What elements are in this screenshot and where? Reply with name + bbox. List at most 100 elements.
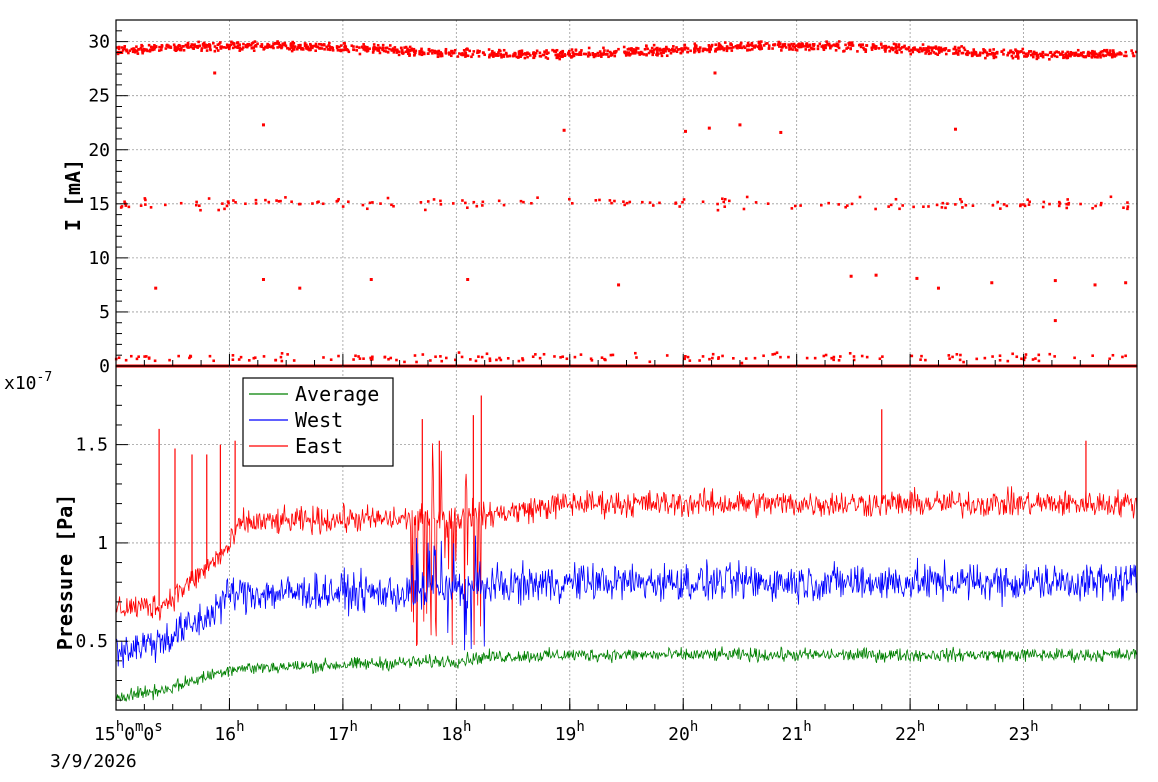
current-point xyxy=(839,355,842,358)
current-point xyxy=(662,50,665,54)
current-point xyxy=(238,49,242,52)
current-point xyxy=(858,195,862,199)
current-point xyxy=(382,49,386,53)
current-point xyxy=(449,54,453,58)
current-point xyxy=(1095,52,1098,56)
current-point xyxy=(952,47,956,51)
bottom-panel-axes: 0.5 1 1.5 xyxy=(75,365,1138,711)
legend: Average West East xyxy=(242,377,394,467)
current-point xyxy=(437,52,440,56)
current-point xyxy=(627,51,631,54)
current-point xyxy=(1066,198,1069,201)
current-point xyxy=(431,51,434,55)
current-point xyxy=(735,46,739,49)
current-point xyxy=(403,360,406,364)
current-point xyxy=(1097,53,1100,57)
current-point xyxy=(639,52,643,56)
current-point xyxy=(433,49,436,53)
current-point xyxy=(695,44,698,48)
current-point xyxy=(897,45,900,49)
current-point xyxy=(966,53,969,57)
current-point xyxy=(246,44,249,48)
current-point xyxy=(600,356,604,359)
current-point xyxy=(722,200,726,204)
current-axis-label: I [mA] xyxy=(61,159,85,231)
current-point xyxy=(1015,51,1019,55)
current-point xyxy=(603,49,606,52)
current-point xyxy=(694,46,698,50)
current-point xyxy=(1124,50,1128,54)
current-point xyxy=(477,355,480,358)
current-point xyxy=(683,357,687,361)
current-point xyxy=(217,42,221,46)
current-point xyxy=(717,42,721,45)
current-point xyxy=(303,44,307,48)
current-point xyxy=(267,43,271,47)
current-point xyxy=(253,356,257,359)
current-point xyxy=(1126,207,1129,211)
current-point xyxy=(433,51,437,55)
current-point xyxy=(674,201,678,205)
current-point xyxy=(850,42,854,45)
current-point xyxy=(927,47,930,50)
current-point xyxy=(194,203,198,207)
current-point xyxy=(558,54,561,58)
current-point xyxy=(216,43,220,47)
current-point xyxy=(263,47,266,50)
current-point xyxy=(217,208,220,212)
current-point xyxy=(937,46,941,49)
current-point xyxy=(729,42,732,45)
current-point xyxy=(1066,50,1069,54)
current-point xyxy=(560,52,564,55)
current-point xyxy=(655,47,659,51)
current-point xyxy=(849,47,852,51)
current-point xyxy=(364,49,367,52)
current-point xyxy=(1120,52,1123,56)
current-point xyxy=(323,47,326,51)
current-point xyxy=(708,45,711,49)
current-point xyxy=(967,51,971,55)
current-point xyxy=(804,44,808,48)
current-point xyxy=(998,358,1002,362)
current-point xyxy=(298,45,302,49)
current-point xyxy=(910,354,914,358)
current-point xyxy=(545,52,549,55)
current-point xyxy=(953,47,957,51)
current-point xyxy=(392,204,395,208)
current-point xyxy=(481,204,484,207)
current-point xyxy=(1064,52,1068,55)
current-point xyxy=(289,43,293,46)
current-point xyxy=(956,53,960,56)
current-point xyxy=(889,47,893,50)
current-point xyxy=(498,49,502,53)
current-point xyxy=(971,54,974,57)
current-point xyxy=(208,44,212,48)
current-point xyxy=(1118,51,1122,54)
current-point xyxy=(624,54,628,57)
current-point xyxy=(372,43,376,46)
current-point xyxy=(760,47,764,50)
current-point xyxy=(318,42,321,46)
legend-label-west: West xyxy=(295,408,343,432)
pressure-series-east xyxy=(115,443,1138,647)
current-point xyxy=(231,358,235,362)
current-point xyxy=(401,49,404,52)
current-point xyxy=(1125,54,1128,58)
current-point xyxy=(987,52,990,56)
pressure-scale-factor: x10-7 xyxy=(4,370,52,394)
current-point xyxy=(329,358,333,361)
current-point xyxy=(974,53,978,56)
current-point xyxy=(519,55,522,58)
current-point xyxy=(1048,352,1052,356)
current-point xyxy=(992,56,996,60)
current-point xyxy=(823,44,826,48)
current-point xyxy=(350,44,354,47)
current-point xyxy=(922,205,925,209)
current-outlier-point xyxy=(849,274,853,278)
current-point xyxy=(1101,49,1105,53)
current-point xyxy=(623,203,626,207)
current-point xyxy=(286,46,289,50)
current-point xyxy=(1084,55,1087,59)
current-point xyxy=(444,49,448,53)
current-point xyxy=(851,44,855,47)
